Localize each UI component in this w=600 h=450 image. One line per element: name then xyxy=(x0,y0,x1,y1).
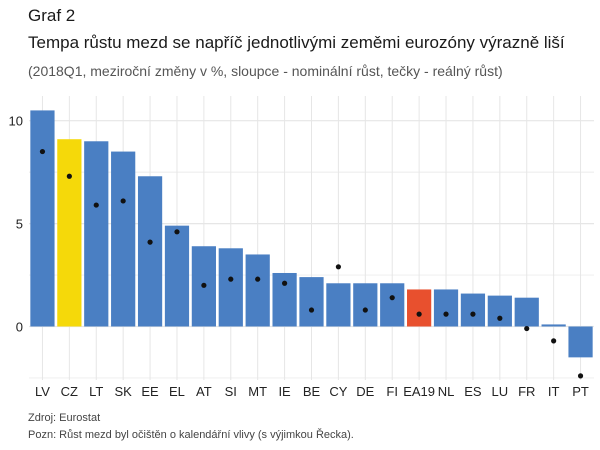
bar-be xyxy=(299,277,324,327)
dot-nl xyxy=(443,311,449,317)
x-tick-label: SI xyxy=(225,384,237,399)
dot-fi xyxy=(389,295,395,301)
dot-lv xyxy=(39,148,46,155)
dot-pt xyxy=(577,373,584,379)
x-tick-label: IT xyxy=(548,384,560,399)
bar-cz xyxy=(57,139,82,327)
x-tick-label: FR xyxy=(518,384,535,399)
x-tick-label: EL xyxy=(169,384,185,399)
dot-be xyxy=(308,307,315,313)
y-tick-label: 10 xyxy=(9,114,23,129)
chart-subtitle: (2018Q1, meziroční změny v %, sloupce - … xyxy=(28,63,503,79)
x-tick-label: AT xyxy=(196,384,212,399)
dot-at xyxy=(201,282,207,288)
dot-cy xyxy=(335,264,342,270)
x-tick-label: FI xyxy=(386,384,398,399)
dot-sk xyxy=(120,198,126,204)
x-tick-label: CZ xyxy=(61,384,78,399)
y-tick-label: 0 xyxy=(16,319,23,334)
dot-lt xyxy=(93,202,99,208)
bar-chart: 0 5 10 LV CZ LT SK EE EL AT SI MT IE BE CY DE FI EA19 NL ES… xyxy=(9,96,594,399)
bar-el xyxy=(164,225,190,327)
dot-si xyxy=(228,276,234,282)
bar-lu xyxy=(487,295,512,327)
footnote: Pozn: Růst mezd byl očištěn o kalendářní… xyxy=(28,429,354,441)
dots xyxy=(39,148,584,379)
bar-si xyxy=(218,248,243,327)
bar-mt xyxy=(245,254,270,327)
x-tick-label: SK xyxy=(114,384,132,399)
dot-lu xyxy=(497,315,503,321)
dot-es xyxy=(470,311,476,317)
chart-title: Tempa růstu mezd se napříč jednotlivými … xyxy=(28,33,565,52)
dot-el xyxy=(174,229,180,235)
bar-nl xyxy=(433,289,459,327)
x-tick-label: ES xyxy=(464,384,482,399)
x-tick-label: DE xyxy=(356,384,374,399)
bar-fi xyxy=(380,283,405,327)
source-note: Zdroj: Eurostat xyxy=(28,412,101,424)
bar-ea19 xyxy=(407,289,432,327)
x-tick-label: EE xyxy=(141,384,159,399)
bar-cy xyxy=(326,283,351,327)
bar-lv xyxy=(30,110,55,327)
bar-fr xyxy=(514,297,539,327)
x-tick-label: IE xyxy=(278,384,291,399)
dot-ea19 xyxy=(416,311,422,317)
bar-ee xyxy=(137,176,163,327)
dot-ie xyxy=(281,280,288,286)
bar-de xyxy=(353,283,378,327)
x-tick-label: NL xyxy=(438,384,455,399)
bar-es xyxy=(460,293,486,327)
y-tick-label: 5 xyxy=(16,217,23,232)
bar-pt xyxy=(568,326,593,358)
bar-lt xyxy=(84,141,109,327)
dot-de xyxy=(362,307,368,313)
bar-sk xyxy=(111,151,136,327)
x-tick-label: CY xyxy=(329,384,347,399)
x-tick-label: EA19 xyxy=(403,384,435,399)
dot-ee xyxy=(147,239,153,245)
dot-mt xyxy=(255,276,261,282)
x-tick-label: LT xyxy=(89,384,103,399)
dot-fr xyxy=(524,325,530,332)
chart-label: Graf 2 xyxy=(28,6,76,25)
x-tick-label: LV xyxy=(35,384,50,399)
bar-it xyxy=(541,324,566,327)
x-tick-label: BE xyxy=(303,384,321,399)
x-tick-label: MT xyxy=(248,384,267,399)
axis-labels: 0 5 10 LV CZ LT SK EE EL AT SI MT IE BE CY DE FI EA19 NL ES… xyxy=(9,114,589,399)
dot-it xyxy=(551,338,557,344)
x-tick-label: PT xyxy=(572,384,589,399)
dot-cz xyxy=(66,173,72,179)
x-tick-label: LU xyxy=(492,384,509,399)
